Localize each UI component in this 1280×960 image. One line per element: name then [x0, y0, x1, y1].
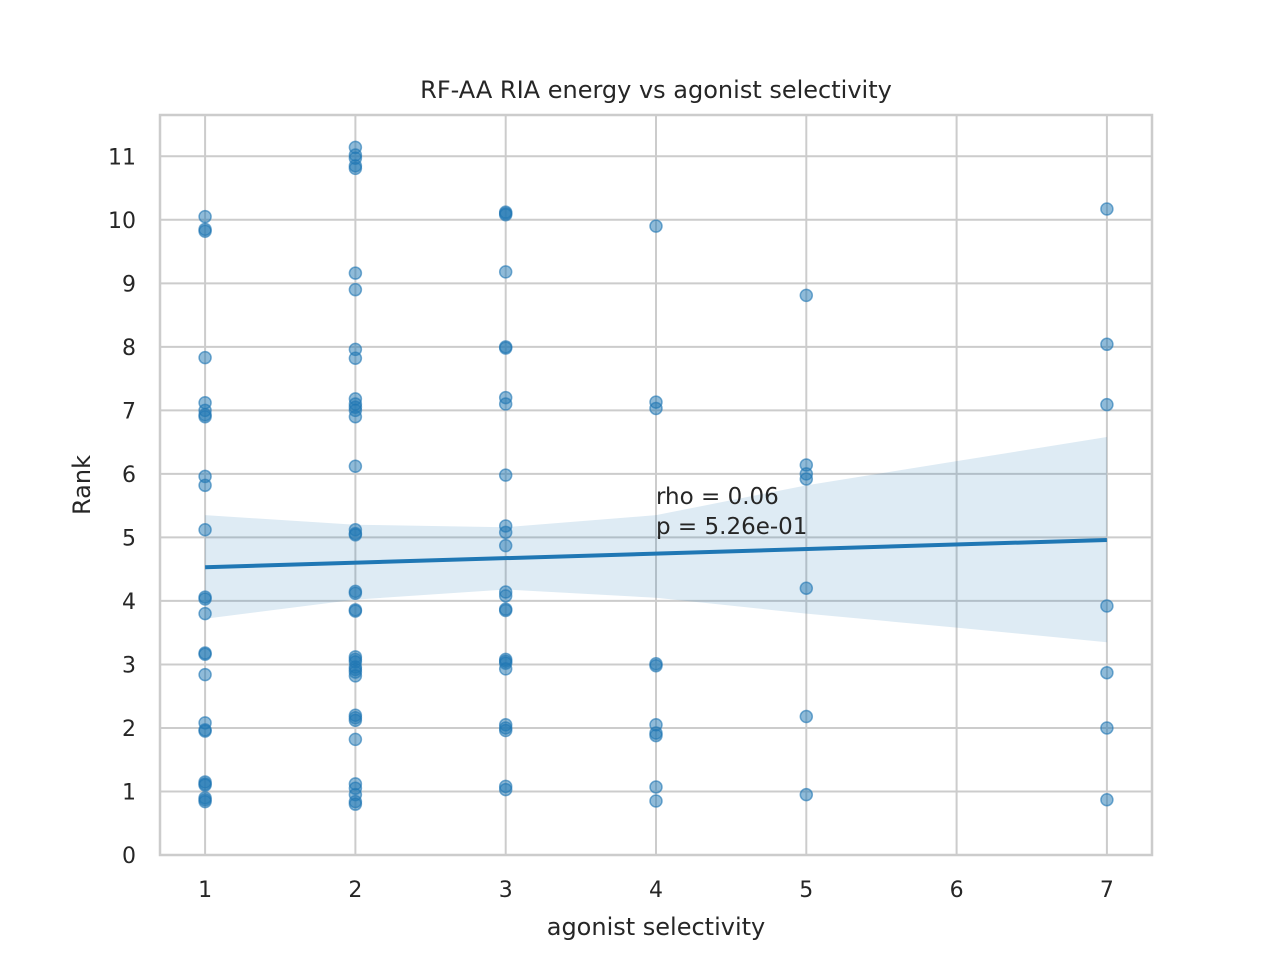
x-tick-label: 4: [649, 878, 663, 903]
scatter-point: [198, 409, 212, 424]
y-tick-label: 4: [122, 590, 136, 615]
scatter-point: [498, 538, 513, 553]
y-tick-label: 7: [122, 399, 136, 424]
scatter-point: [498, 468, 513, 482]
y-tick-label: 11: [108, 145, 136, 170]
y-tick-label: 9: [122, 272, 136, 297]
scatter-point: [348, 586, 363, 601]
scatter-point: [799, 787, 814, 802]
y-tick-label: 0: [122, 844, 136, 869]
scatter-point: [198, 647, 212, 662]
scatter-point: [649, 658, 663, 673]
scatter-point: [799, 581, 814, 595]
scatter-point: [198, 592, 212, 606]
y-tick-label: 8: [122, 336, 136, 361]
scatter-point: [498, 525, 513, 540]
y-tick-label: 3: [122, 653, 136, 678]
scatter-points: [198, 140, 1114, 811]
scatter-point: [1100, 337, 1114, 352]
regression-line-layer: [205, 537, 1107, 570]
y-tick-label: 5: [122, 526, 136, 551]
scatter-point: [498, 782, 513, 797]
confidence-band-layer: [205, 437, 1107, 643]
scatter-point: [348, 604, 363, 618]
y-tick-label: 10: [108, 209, 136, 234]
x-tick-label: 7: [1100, 878, 1114, 903]
scatter-point: [348, 351, 363, 366]
y-axis-label: Rank: [68, 455, 96, 515]
scatter-point: [348, 797, 363, 811]
scatter-point: [348, 459, 363, 474]
scatter-point: [498, 207, 513, 222]
scatter-point: [649, 794, 663, 808]
scatter-point: [649, 780, 663, 794]
scatter-point: [198, 794, 212, 809]
scatter-point: [498, 603, 513, 618]
scatter-point: [498, 589, 513, 603]
x-tick-label: 5: [799, 878, 813, 903]
scatter-point: [1100, 721, 1114, 735]
scatter-point: [198, 478, 212, 493]
scatter-point: [198, 350, 212, 365]
y-tick-label: 1: [122, 780, 136, 805]
scatter-point: [348, 409, 363, 424]
x-tick-label: 2: [348, 878, 362, 903]
x-tick-label: 1: [198, 878, 212, 903]
scatter-point: [498, 662, 513, 676]
scatter-point: [1100, 397, 1114, 412]
scatter-point: [1100, 599, 1114, 613]
scatter-point: [198, 606, 212, 621]
y-tick-label: 6: [122, 463, 136, 488]
annotation-p-value: p = 5.26e-01: [656, 514, 807, 540]
scatter-point: [498, 341, 513, 355]
scatter-point: [198, 523, 212, 537]
x-tick-labels: 1 2 3 4 5 6 7: [198, 878, 1114, 903]
scatter-point: [498, 723, 513, 738]
scatter-point: [198, 224, 212, 238]
regression-line: [205, 537, 1107, 570]
scatter-point: [649, 728, 663, 743]
x-axis-label: agonist selectivity: [547, 913, 766, 941]
scatter-point: [348, 713, 363, 728]
annotation-rho: rho = 0.06: [656, 484, 779, 510]
scatter-point: [348, 266, 363, 280]
scatter-point: [198, 724, 212, 738]
confidence-band: [205, 437, 1107, 643]
y-tick-label: 2: [122, 717, 136, 742]
scatter-point: [498, 397, 513, 411]
chart-title: RF-AA RIA energy vs agonist selectivity: [420, 76, 892, 104]
plot-frame: [158, 113, 1154, 857]
scatter-point: [348, 669, 363, 683]
scatter-point: [799, 709, 814, 724]
y-tick-labels: 0 1 2 3 4 5 6 7 8 9 10 11: [108, 145, 136, 869]
scatter-point: [799, 472, 814, 486]
scatter-point: [198, 209, 212, 224]
x-tick-label: 3: [499, 878, 513, 903]
scatter-point: [1100, 202, 1114, 216]
scatter-point: [348, 732, 363, 747]
scatter-point: [198, 667, 212, 682]
scatter-point: [348, 528, 363, 542]
scatter-point: [198, 778, 212, 792]
scatter-point: [799, 288, 814, 303]
scatter-point: [348, 161, 363, 176]
x-tick-label: 6: [950, 878, 964, 903]
scatter-point: [649, 401, 663, 416]
scatter-point: [649, 219, 663, 233]
scatter-point: [1100, 792, 1114, 807]
scatter-point: [1100, 665, 1114, 680]
scatter-point: [348, 282, 363, 297]
scatter-point: [498, 265, 513, 279]
